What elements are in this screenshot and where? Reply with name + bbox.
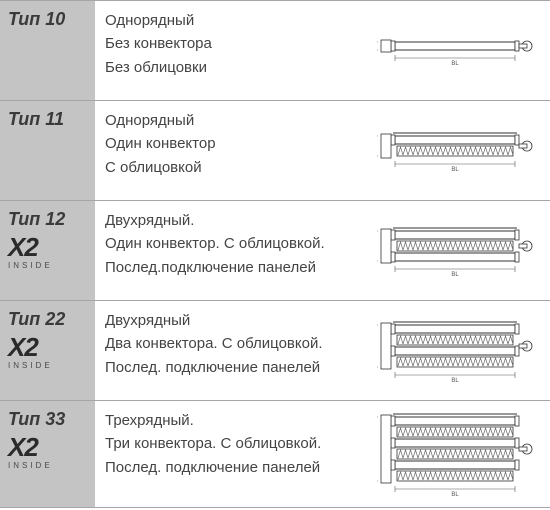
svg-text:BL: BL [451,492,459,498]
description-cell: ОднорядныйБез конвектораБез облицовки [95,1,375,100]
description-line: Один конвектор. С облицовкой. [105,232,367,255]
svg-text:BL: BL [451,61,459,67]
x2-inside: INSIDE [8,461,53,470]
description-line: Однорядный [105,109,367,132]
description-line: Послед. подключение панелей [105,356,367,379]
description-line: Трехрядный. [105,409,367,432]
description-line: Двухрядный [105,309,367,332]
type-title: Тип 10 [8,9,89,30]
description-line: Двухрядный. [105,209,367,232]
x2-inside: INSIDE [8,261,53,270]
diagram-cell: BLBT [375,201,550,300]
description-line: Один конвектор [105,132,367,155]
type-title: Тип 12 [8,209,89,230]
description-cell: Двухрядный.Один конвектор. С облицовкой.… [95,201,375,300]
description-line: Два конвектора. С облицовкой. [105,332,367,355]
type-cell: Тип 11 [0,101,95,200]
description-cell: ОднорядныйОдин конвекторС облицовкой [95,101,375,200]
description-cell: Трехрядный.Три конвектора. С облицовкой.… [95,401,375,507]
x2-mark: X2 [8,336,38,359]
svg-text:BL: BL [451,167,459,173]
type-title: Тип 33 [8,409,89,430]
description-line: Послед.подключение панелей [105,256,367,279]
description-line: Послед. подключение панелей [105,456,367,479]
x2-badge: X2 INSIDE [8,236,89,270]
diagram-cell: BLBT [375,301,550,400]
description-line: Без конвектора [105,32,367,55]
diagram-cell: BLBT [375,1,550,100]
diagram-cell: BLBT [375,101,550,200]
diagram-cell: BLBT [375,401,550,507]
radiator-types-table: Тип 10ОднорядныйБез конвектораБез облицо… [0,0,550,508]
x2-badge: X2 INSIDE [8,436,89,470]
x2-mark: X2 [8,436,38,459]
table-row: Тип 10 ОднорядныйБез конвектораБез облицо… [0,1,550,101]
svg-text:BL: BL [451,272,459,278]
type-cell: Тип 10 [0,1,95,100]
table-row: Тип 33 X2 INSIDE Трехрядный.Три конвектора.… [0,401,550,508]
type-cell: Тип 33 X2 INSIDE [0,401,95,507]
description-line: Однорядный [105,9,367,32]
description-line: С облицовкой [105,156,367,179]
description-line: Без облицовки [105,56,367,79]
x2-mark: X2 [8,236,38,259]
table-row: Тип 12 X2 INSIDE Двухрядный.Один конвектор.… [0,201,550,301]
type-cell: Тип 12 X2 INSIDE [0,201,95,300]
type-title: Тип 22 [8,309,89,330]
x2-badge: X2 INSIDE [8,336,89,370]
table-row: Тип 11 ОднорядныйОдин конвекторС облицовк… [0,101,550,201]
description-line: Три конвектора. С облицовкой. [105,432,367,455]
type-cell: Тип 22 X2 INSIDE [0,301,95,400]
x2-inside: INSIDE [8,361,53,370]
svg-text:BL: BL [451,378,459,384]
description-cell: ДвухрядныйДва конвектора. С облицовкой.П… [95,301,375,400]
type-title: Тип 11 [8,109,89,130]
table-row: Тип 22 X2 INSIDE ДвухрядныйДва конвектора. … [0,301,550,401]
